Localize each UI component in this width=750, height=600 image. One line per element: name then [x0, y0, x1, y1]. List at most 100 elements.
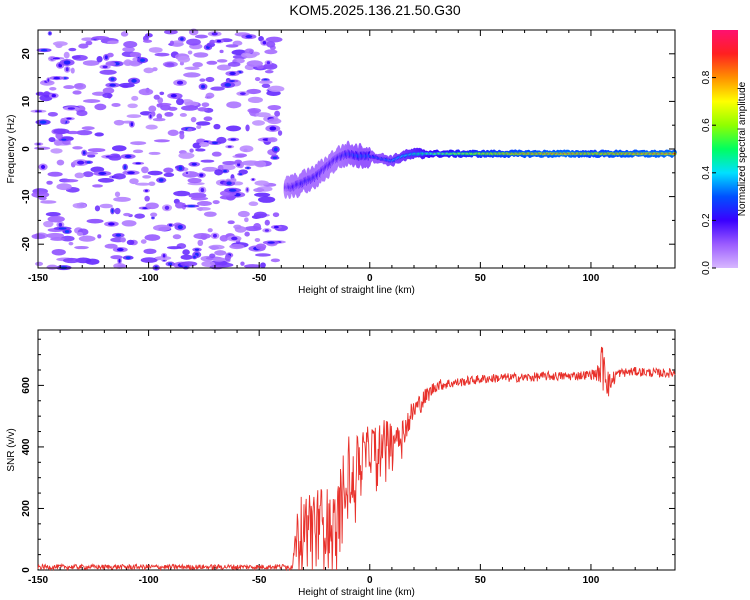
spectrogram-noise-blob — [74, 83, 84, 89]
spectrogram-noise-blob — [240, 261, 245, 266]
spectrogram-noise-blob — [209, 39, 216, 44]
snr-y-tick-label: 200 — [21, 500, 32, 517]
spectrogram-noise-blob — [187, 177, 202, 184]
spectrogram-noise-blob — [164, 111, 174, 117]
spectrogram-noise-blob — [267, 137, 278, 143]
spectrogram-noise-core — [226, 181, 232, 186]
spectrogram-noise-blob — [263, 64, 275, 69]
spectrogram-noise-blob — [126, 239, 135, 246]
spectrogram-noise-blob — [244, 48, 254, 54]
spectrogram-noise-blob — [142, 175, 152, 179]
spectrogram-noise-core — [102, 65, 108, 69]
spectrogram-noise-core — [142, 207, 148, 210]
spectrogram-noise-core — [251, 178, 255, 181]
spectrogram-noise-blob — [68, 47, 77, 52]
spectrogram-noise-core — [124, 154, 132, 158]
spectrogram-noise-core — [246, 187, 249, 192]
spectrogram-noise-blob — [75, 257, 92, 264]
spectrogram-noise-core — [64, 230, 70, 233]
spectrogram-noise-blob — [145, 202, 159, 210]
spectrogram-noise-core — [239, 92, 246, 96]
spectrogram-noise-blob — [94, 103, 107, 111]
spectrogram-noise-blob — [60, 178, 79, 183]
spectrogram-noise-blob — [46, 180, 53, 185]
spectrogram-noise-blob — [85, 40, 93, 46]
spectrogram-noise-blob — [164, 62, 175, 68]
spectrogram-noise-blob — [266, 41, 276, 48]
spectrogram-noise-blob — [179, 113, 187, 117]
spectrogram-noise-core — [229, 71, 236, 76]
spectrogram-x-tick-label: -150 — [28, 273, 48, 284]
spectrogram-noise-blob — [196, 124, 202, 130]
colorbar-scale — [712, 30, 738, 268]
spectrogram-noise-blob — [81, 126, 95, 131]
spectrogram-noise-blob — [40, 200, 57, 204]
spectrogram-noise-blob — [224, 254, 231, 262]
spectrogram-noise-blob — [243, 264, 262, 269]
spectrogram-noise-core — [158, 178, 164, 182]
spectrogram-noise-blob — [76, 129, 93, 136]
spectrogram-noise-core — [125, 256, 131, 260]
colorbar-tick-label: 0.6 — [701, 118, 712, 132]
spectrogram-noise-blob — [129, 60, 141, 67]
spectrogram-noise-core — [267, 241, 275, 244]
spectrogram-noise-blob — [209, 253, 216, 258]
spectrogram-noise-blob — [234, 159, 242, 164]
spectrogram-noise-core — [224, 83, 232, 87]
spectrogram-noise-blob — [247, 96, 263, 104]
spectrogram-noise-blob — [70, 67, 75, 74]
spectrogram-noise-blob — [94, 132, 104, 137]
spectrogram-noise-blob — [156, 102, 172, 107]
snr-series-line — [37, 346, 676, 572]
spectrogram-noise-blob — [148, 151, 161, 155]
spectrogram-noise-blob — [123, 212, 131, 217]
spectrogram-noise-blob — [201, 102, 210, 108]
spectrogram-noise-blob — [192, 62, 203, 68]
spectrogram-noise-blob — [166, 246, 182, 250]
spectrogram-noise-blob — [182, 249, 190, 256]
spectrogram-noise-blob — [211, 151, 222, 157]
snr-y-tick-label: 400 — [21, 438, 32, 455]
spectrogram-noise-blob — [265, 36, 283, 43]
spectrogram-noise-core — [110, 77, 115, 81]
snr-x-tick-label: -150 — [28, 575, 48, 586]
spectrogram-noise-blob — [51, 248, 66, 256]
spectrogram-noise-blob — [260, 262, 266, 268]
spectrogram-x-tick-label: -100 — [139, 273, 159, 284]
spectrogram-noise-blob — [253, 188, 265, 193]
spectrogram-noise-blob — [108, 155, 122, 161]
spectrogram-noise-blob — [187, 127, 193, 132]
spectrogram-noise-blob — [253, 211, 268, 219]
spectrogram-noise-blob — [96, 55, 103, 63]
spectrogram-noise-blob — [72, 146, 83, 150]
spectrogram-noise-blob — [129, 51, 142, 58]
spectrogram-noise-core — [86, 161, 91, 164]
spectrogram-noise-blob — [134, 182, 152, 186]
snr-x-tick-label: 50 — [475, 575, 487, 586]
spectrogram-noise-blob — [140, 257, 158, 263]
spectrogram-noise-blob — [173, 190, 191, 197]
spectrogram-noise-core — [36, 143, 41, 146]
spectrogram-noise-blob — [113, 196, 131, 202]
spectrogram-noise-blob — [163, 172, 175, 177]
spectrogram-noise-core — [53, 76, 61, 80]
spectrogram-noise-blob — [126, 114, 142, 119]
spectrogram-noise-core — [231, 236, 238, 241]
spectrogram-y-tick-label: -10 — [21, 189, 32, 204]
spectrogram-noise-core — [164, 205, 170, 210]
spectrogram-noise-core — [116, 248, 124, 252]
spectrogram-noise-core — [40, 49, 48, 52]
spectrogram-noise-blob — [52, 41, 68, 47]
spectrogram-noise-blob — [207, 228, 213, 233]
spectrogram-noise-blob — [68, 241, 74, 246]
spectrogram-noise-blob — [43, 220, 54, 228]
spectrogram-noise-blob — [63, 51, 70, 59]
spectrogram-noise-core — [239, 173, 243, 176]
snr-x-tick-label: 100 — [583, 575, 600, 586]
spectrogram-x-tick-label: 0 — [367, 273, 373, 284]
spectrogram-noise-blob — [56, 183, 72, 191]
spectrogram-noise-blob — [261, 83, 271, 88]
spectrogram-noise-blob — [195, 148, 206, 152]
spectrogram-noise-blob — [246, 88, 262, 95]
